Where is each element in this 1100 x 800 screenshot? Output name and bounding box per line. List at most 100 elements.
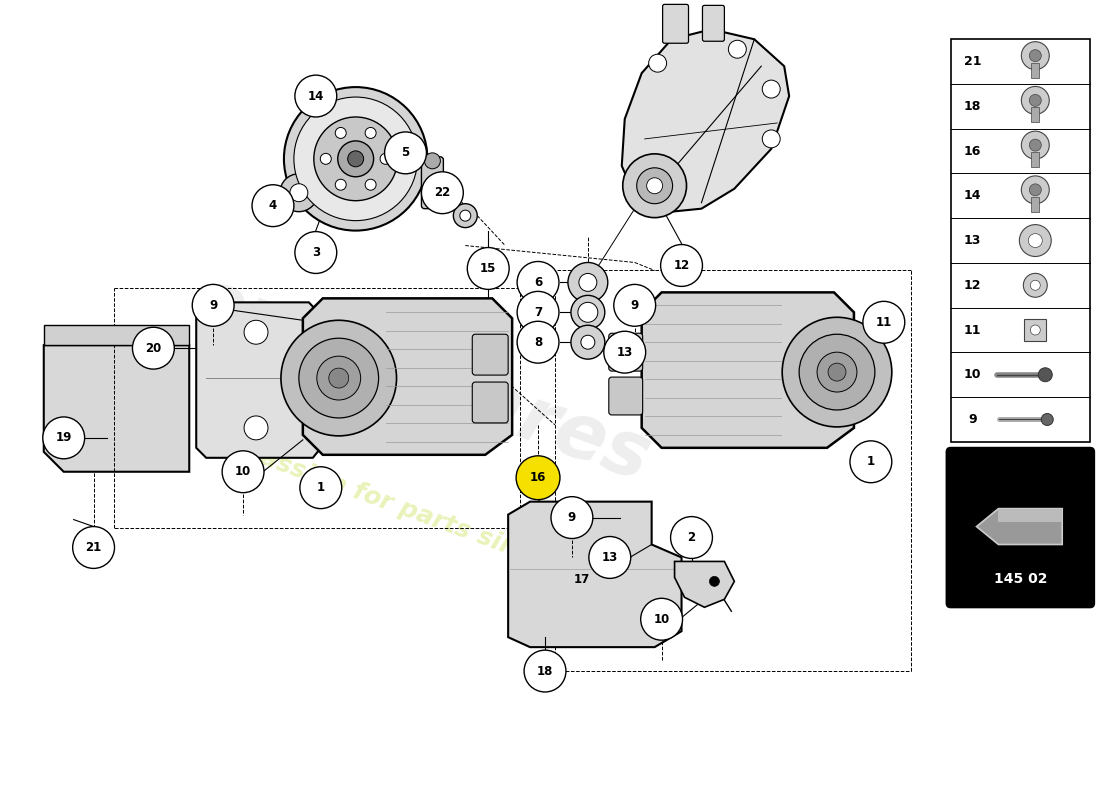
Circle shape (280, 320, 396, 436)
Polygon shape (44, 345, 189, 472)
Text: 12: 12 (964, 278, 981, 292)
Text: 10: 10 (653, 613, 670, 626)
Text: 11: 11 (964, 323, 981, 337)
Circle shape (1030, 50, 1042, 62)
Circle shape (710, 576, 719, 586)
Polygon shape (302, 298, 513, 455)
Text: 1: 1 (867, 455, 875, 468)
Polygon shape (508, 502, 682, 647)
Text: 11: 11 (876, 316, 892, 329)
Text: 14: 14 (964, 190, 981, 202)
FancyBboxPatch shape (608, 377, 642, 415)
Text: 13: 13 (964, 234, 981, 247)
Text: 9: 9 (968, 413, 977, 426)
Circle shape (728, 40, 746, 58)
Circle shape (295, 75, 337, 117)
Circle shape (581, 335, 595, 349)
Circle shape (1022, 131, 1049, 159)
Polygon shape (977, 509, 1063, 545)
Circle shape (828, 363, 846, 381)
Circle shape (1023, 274, 1047, 298)
Circle shape (421, 172, 463, 214)
Circle shape (290, 184, 308, 202)
Circle shape (460, 210, 471, 221)
Text: 7: 7 (534, 306, 542, 319)
Circle shape (661, 245, 703, 286)
Circle shape (294, 97, 418, 221)
Text: a passion for parts since 1985: a passion for parts since 1985 (217, 430, 625, 598)
Circle shape (524, 650, 565, 692)
Circle shape (348, 151, 364, 167)
Circle shape (517, 262, 559, 303)
Circle shape (647, 178, 662, 194)
Circle shape (244, 416, 268, 440)
Circle shape (762, 130, 780, 148)
FancyBboxPatch shape (472, 382, 508, 423)
FancyBboxPatch shape (1032, 152, 1040, 167)
Circle shape (640, 598, 682, 640)
Text: 19: 19 (55, 431, 72, 444)
Circle shape (579, 274, 597, 291)
FancyBboxPatch shape (703, 6, 725, 42)
FancyBboxPatch shape (421, 157, 443, 209)
FancyBboxPatch shape (472, 334, 508, 375)
Text: 8: 8 (534, 336, 542, 349)
Circle shape (799, 334, 875, 410)
Text: 9: 9 (568, 511, 576, 524)
Circle shape (604, 331, 646, 373)
Circle shape (1022, 42, 1049, 70)
Text: 10: 10 (964, 368, 981, 382)
Circle shape (192, 285, 234, 326)
Polygon shape (44, 326, 189, 345)
Circle shape (222, 451, 264, 493)
Circle shape (338, 141, 374, 177)
Circle shape (551, 497, 593, 538)
Circle shape (568, 262, 608, 302)
FancyBboxPatch shape (947, 448, 1094, 607)
Circle shape (1030, 184, 1042, 196)
Text: 6: 6 (534, 276, 542, 289)
Circle shape (336, 127, 346, 138)
FancyBboxPatch shape (1032, 197, 1040, 212)
Text: 5: 5 (402, 146, 409, 159)
Circle shape (517, 291, 559, 334)
Circle shape (252, 185, 294, 226)
Circle shape (637, 168, 672, 204)
Circle shape (1028, 234, 1043, 247)
Circle shape (279, 174, 318, 212)
Text: 12: 12 (673, 259, 690, 272)
Circle shape (425, 153, 440, 169)
FancyBboxPatch shape (1032, 62, 1040, 78)
Circle shape (314, 117, 397, 201)
Text: 15: 15 (480, 262, 496, 275)
Circle shape (73, 526, 114, 569)
Circle shape (850, 441, 892, 482)
Text: 18: 18 (537, 665, 553, 678)
Text: 22: 22 (434, 186, 451, 199)
Text: 3: 3 (311, 246, 320, 259)
FancyBboxPatch shape (1024, 319, 1046, 341)
Text: 1: 1 (317, 481, 324, 494)
Circle shape (588, 537, 630, 578)
Text: 13: 13 (617, 346, 632, 358)
Circle shape (320, 154, 331, 164)
Polygon shape (641, 292, 854, 448)
Circle shape (299, 338, 378, 418)
Circle shape (43, 417, 85, 458)
Circle shape (132, 327, 174, 369)
Circle shape (782, 318, 892, 427)
Circle shape (1042, 414, 1053, 426)
Circle shape (571, 295, 605, 330)
Circle shape (365, 179, 376, 190)
Circle shape (671, 517, 713, 558)
Text: 21: 21 (86, 541, 101, 554)
Circle shape (1022, 86, 1049, 114)
Text: 16: 16 (530, 471, 547, 484)
Circle shape (365, 127, 376, 138)
Circle shape (762, 80, 780, 98)
Circle shape (300, 466, 342, 509)
FancyBboxPatch shape (662, 4, 689, 43)
Text: 9: 9 (630, 299, 639, 312)
Circle shape (578, 302, 597, 322)
Text: 14: 14 (308, 90, 324, 102)
